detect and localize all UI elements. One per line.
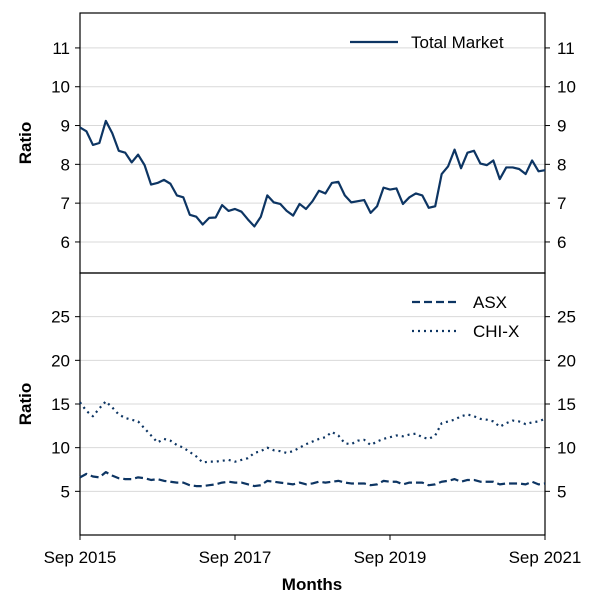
- x-tick-label: Sep 2015: [44, 548, 117, 567]
- x-tick-label: Sep 2017: [199, 548, 272, 567]
- top-y-tick-label-right: 8: [557, 155, 566, 174]
- bottom-y-tick-label-right: 25: [557, 308, 576, 327]
- x-tick-label: Sep 2021: [509, 548, 582, 567]
- top-panel: 6 6 7 7 8 8 9 9 10 10 11 11 Ratio Total Market: [16, 12, 576, 274]
- legend-label-total-market: Total Market: [411, 33, 504, 52]
- top-y-tick-label-left: 7: [61, 194, 70, 213]
- bottom-series-line-asx: [79, 471, 546, 488]
- bottom-y-tick-label-left: 10: [51, 439, 70, 458]
- bottom-y-tick-label-right: 10: [557, 439, 576, 458]
- bottom-y-tick-label-left: 15: [51, 395, 70, 414]
- top-y-tick-label-right: 10: [557, 78, 576, 97]
- top-y-tick-label-right: 7: [557, 194, 566, 213]
- x-tick-label: Sep 2019: [354, 548, 427, 567]
- legend-label-asx: ASX: [473, 293, 507, 312]
- top-y-tick-label-right: 9: [557, 117, 566, 136]
- top-y-tick-label-left: 8: [61, 155, 70, 174]
- bottom-series-line-chi-x: [79, 400, 546, 464]
- bottom-y-axis-title: Ratio: [16, 383, 35, 426]
- bottom-y-tick-label-left: 20: [51, 351, 70, 370]
- top-y-tick-label-left: 10: [51, 78, 70, 97]
- bottom-y-tick-label-right: 20: [557, 351, 576, 370]
- legend-label-chi-x: CHI-X: [473, 322, 519, 341]
- top-y-tick-label-left: 6: [61, 233, 70, 252]
- top-y-tick-label-right: 6: [557, 233, 566, 252]
- top-y-tick-label-left: 9: [61, 117, 70, 136]
- bottom-panel: 5 5 10 10 15 15 20 20 25 25 Ratio ASX CHI-X Sep 2015 S…: [16, 272, 582, 567]
- top-y-tick-label-left: 11: [52, 39, 70, 58]
- x-axis-title: Months: [282, 575, 342, 594]
- bottom-y-tick-label-left: 25: [51, 308, 70, 327]
- bottom-y-tick-label-left: 5: [61, 482, 70, 501]
- top-y-tick-label-right: 11: [557, 39, 575, 58]
- top-series-line-total-market: [79, 119, 546, 228]
- bottom-y-tick-label-right: 15: [557, 395, 576, 414]
- bottom-y-tick-label-right: 5: [557, 482, 566, 501]
- top-y-axis-title: Ratio: [16, 122, 35, 165]
